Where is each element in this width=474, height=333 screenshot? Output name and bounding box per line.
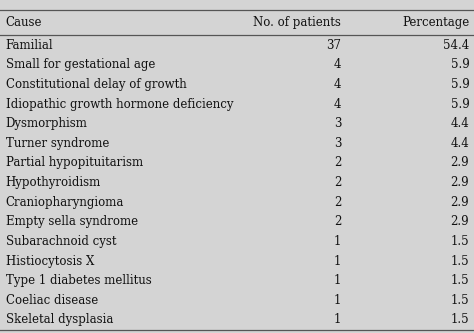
Text: 5.9: 5.9	[450, 78, 469, 91]
Text: Small for gestational age: Small for gestational age	[6, 58, 155, 71]
Text: 1: 1	[334, 274, 341, 287]
Text: 1.5: 1.5	[451, 235, 469, 248]
Text: 2.9: 2.9	[451, 215, 469, 228]
Text: 54.4: 54.4	[443, 39, 469, 52]
Text: 4.4: 4.4	[450, 117, 469, 130]
Text: 4: 4	[334, 58, 341, 71]
Text: 1.5: 1.5	[451, 254, 469, 267]
Text: Idiopathic growth hormone deficiency: Idiopathic growth hormone deficiency	[6, 98, 233, 111]
Text: 2: 2	[334, 176, 341, 189]
Text: Cause: Cause	[6, 16, 42, 29]
Text: 2: 2	[334, 196, 341, 209]
Text: 4: 4	[334, 78, 341, 91]
Text: 1: 1	[334, 294, 341, 307]
Text: 1.5: 1.5	[451, 294, 469, 307]
Text: Hypothyroidism: Hypothyroidism	[6, 176, 101, 189]
Text: 1: 1	[334, 313, 341, 326]
Text: 2.9: 2.9	[451, 157, 469, 169]
Text: 2.9: 2.9	[451, 196, 469, 209]
Text: 3: 3	[334, 137, 341, 150]
Text: 2: 2	[334, 215, 341, 228]
Text: Subarachnoid cyst: Subarachnoid cyst	[6, 235, 116, 248]
Text: 2.9: 2.9	[451, 176, 469, 189]
Text: Type 1 diabetes mellitus: Type 1 diabetes mellitus	[6, 274, 151, 287]
Text: Turner syndrome: Turner syndrome	[6, 137, 109, 150]
Text: 5.9: 5.9	[450, 58, 469, 71]
Text: 4.4: 4.4	[450, 137, 469, 150]
Text: 1.5: 1.5	[451, 313, 469, 326]
Text: 37: 37	[326, 39, 341, 52]
Text: 1: 1	[334, 254, 341, 267]
Text: Familial: Familial	[6, 39, 53, 52]
Text: 2: 2	[334, 157, 341, 169]
Text: Percentage: Percentage	[402, 16, 469, 29]
Text: Histiocytosis X: Histiocytosis X	[6, 254, 94, 267]
Text: Coeliac disease: Coeliac disease	[6, 294, 98, 307]
Text: Empty sella syndrome: Empty sella syndrome	[6, 215, 138, 228]
Text: 4: 4	[334, 98, 341, 111]
Text: Craniopharyngioma: Craniopharyngioma	[6, 196, 124, 209]
Text: Dysmorphism: Dysmorphism	[6, 117, 88, 130]
Text: Partial hypopituitarism: Partial hypopituitarism	[6, 157, 143, 169]
Text: 1.5: 1.5	[451, 274, 469, 287]
Text: 5.9: 5.9	[450, 98, 469, 111]
Text: 1: 1	[334, 235, 341, 248]
Text: Skeletal dysplasia: Skeletal dysplasia	[6, 313, 113, 326]
Text: No. of patients: No. of patients	[254, 16, 341, 29]
Text: 3: 3	[334, 117, 341, 130]
Text: Constitutional delay of growth: Constitutional delay of growth	[6, 78, 186, 91]
